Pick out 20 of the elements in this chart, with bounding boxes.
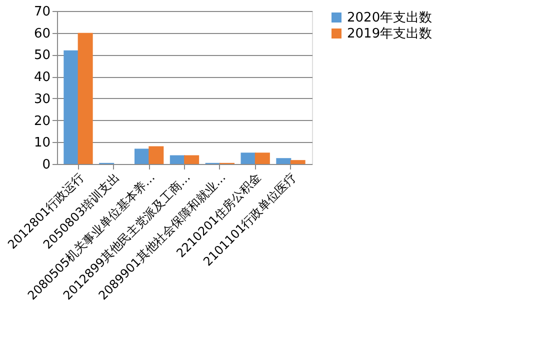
y-tick-label: 50 — [34, 48, 50, 64]
bar — [64, 50, 79, 164]
y-tick-label: 20 — [34, 114, 50, 129]
bar — [148, 146, 164, 164]
bar — [254, 152, 270, 164]
y-tick-label: 70 — [34, 4, 50, 20]
y-tick-label: 60 — [34, 26, 50, 42]
bar — [170, 155, 185, 164]
bar — [78, 32, 93, 164]
y-tick-label: 10 — [34, 136, 50, 151]
bar — [184, 155, 200, 164]
legend-label: 2019年支出数 — [347, 26, 432, 42]
bar — [290, 160, 306, 164]
y-tick-label: 30 — [34, 92, 50, 107]
y-tick-label: 40 — [34, 70, 50, 86]
bar — [240, 152, 256, 164]
bar — [134, 148, 150, 164]
bar — [276, 158, 292, 164]
y-tick-label: 0 — [42, 158, 50, 172]
legend-label: 2020年支出数 — [347, 10, 432, 26]
